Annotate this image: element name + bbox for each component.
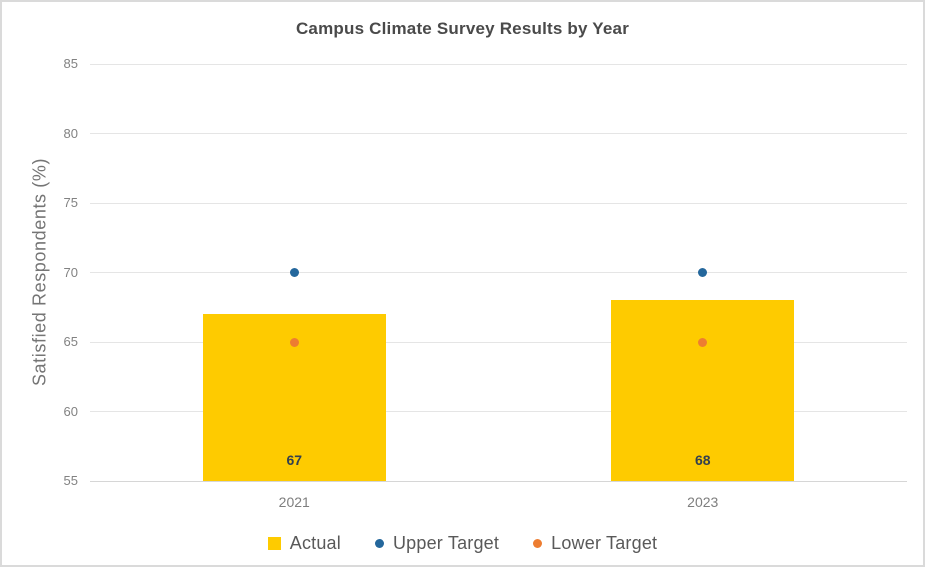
marker-lower-target-2021[interactable] — [289, 337, 299, 347]
ytick-85: 85 — [63, 56, 78, 71]
ytick-55: 55 — [63, 473, 78, 488]
lower-target-swatch-icon — [533, 538, 543, 548]
ytick-60: 60 — [63, 403, 78, 419]
upper-target-swatch-icon — [374, 538, 384, 548]
gridline-75 — [90, 202, 907, 204]
gridline-60 — [90, 411, 907, 412]
ytick-80: 80 — [63, 125, 78, 141]
actual-swatch-icon — [267, 536, 281, 550]
marker-upper-target-2021[interactable] — [289, 268, 299, 277]
marker-upper-target-2023[interactable] — [698, 268, 708, 277]
ytick-65: 65 — [63, 334, 78, 349]
gridline-85 — [90, 63, 907, 65]
legend-item-lower-target[interactable]: Lower Target — [533, 533, 657, 554]
marker-lower-target-2023[interactable] — [698, 337, 708, 347]
legend-label-upper-target: Upper Target — [392, 532, 500, 553]
legend-label-lower-target: Lower Target — [551, 532, 658, 553]
gridline-70 — [90, 272, 907, 273]
legend-item-upper-target[interactable]: Upper Target — [374, 532, 500, 554]
legend-item-actual[interactable]: Actual — [267, 532, 341, 554]
legend-label-actual: Actual — [289, 532, 341, 553]
gridline-65 — [90, 341, 907, 343]
bar-value-label-2021: 67 — [286, 452, 303, 468]
legend: Actual Upper Target Lower Target — [2, 529, 923, 557]
bar-2023[interactable] — [611, 300, 795, 481]
bar-value-label-2023: 68 — [694, 452, 711, 468]
chart-title: Campus Climate Survey Results by Year — [295, 19, 630, 38]
xtick-2023: 2023 — [687, 494, 719, 510]
x-axis-line — [90, 480, 907, 482]
gridline-80 — [90, 133, 907, 134]
ytick-75: 75 — [63, 195, 78, 210]
ytick-70: 70 — [63, 264, 78, 280]
xtick-2021: 2021 — [278, 494, 310, 510]
